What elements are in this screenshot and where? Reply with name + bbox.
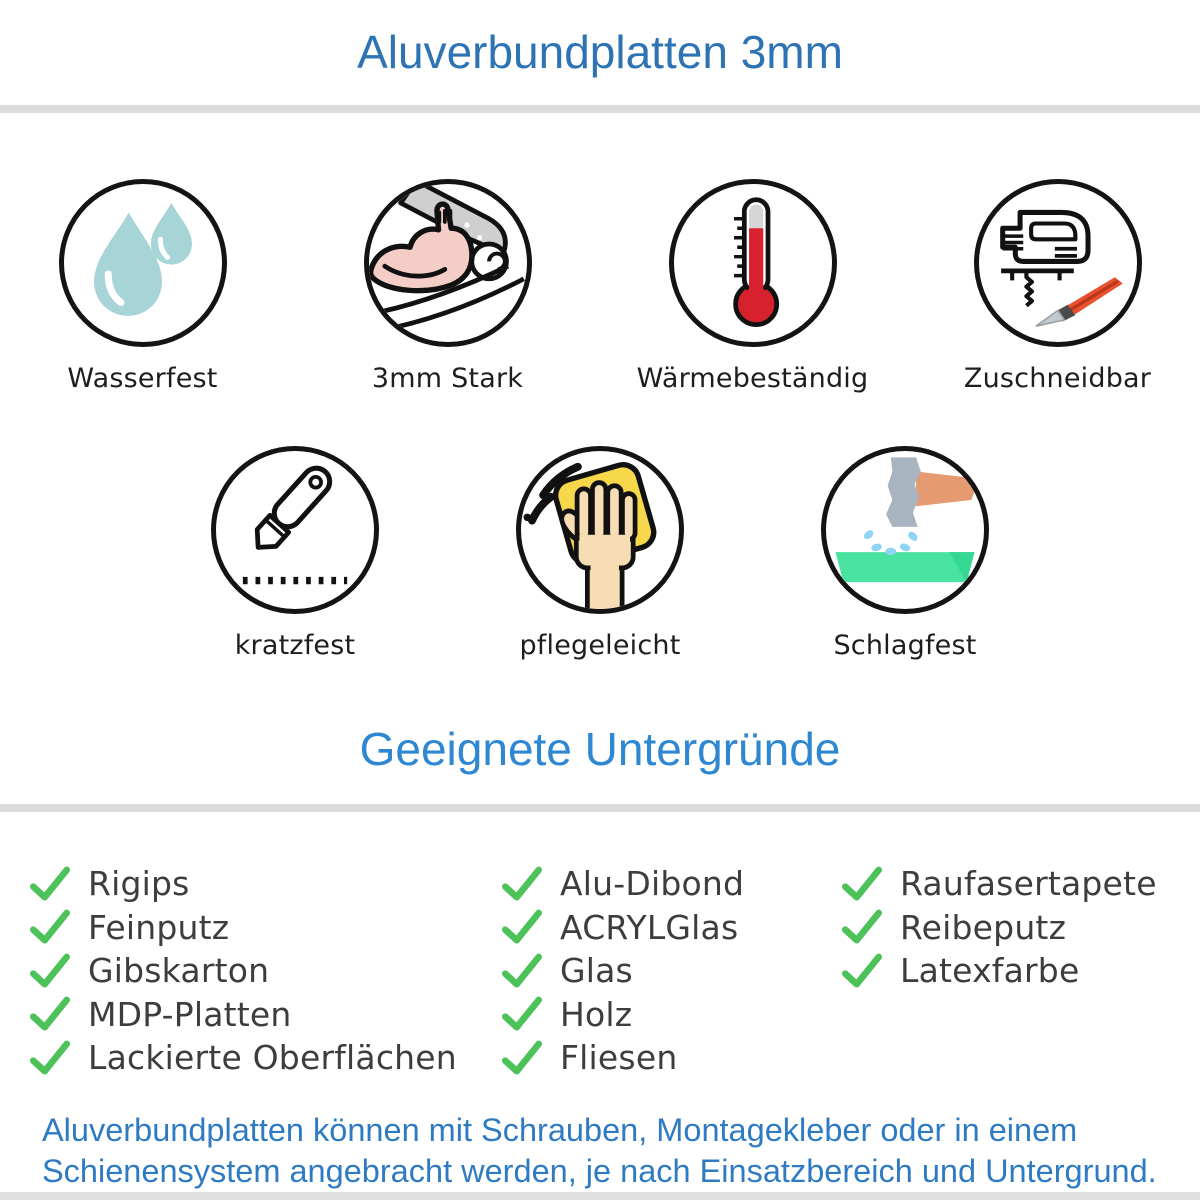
bottom-divider (0, 1192, 1200, 1200)
feature-label: 3mm Stark (371, 363, 524, 394)
footer-line-1: Aluverbundplatten können mit Schrauben, … (42, 1111, 1078, 1148)
check-icon (29, 866, 71, 901)
feature-row-2: kratzfest pflegeleicht (0, 446, 1200, 665)
list-item: Lackierte Oberflächen (28, 1036, 500, 1080)
check-icon (501, 1040, 543, 1075)
list-item: Alu-Dibond (500, 862, 840, 906)
check-icon (501, 866, 543, 901)
page-title: Aluverbundplatten 3mm (357, 26, 843, 78)
check-icon (501, 996, 543, 1031)
substrates-column-2: Alu-Dibond ACRYLGlas Glas Holz Fliesen (500, 862, 840, 1080)
substrate-label: Alu-Dibond (560, 864, 745, 904)
list-item: Latexfarbe (840, 949, 1190, 993)
feature-kratzfest: kratzfest (180, 446, 410, 665)
list-item: Feinputz (28, 906, 500, 950)
substrate-label: ACRYLGlas (560, 907, 739, 947)
feature-label: kratzfest (234, 630, 356, 661)
feature-label: Wasserfest (67, 363, 218, 394)
feature-label: Wärmebeständig (636, 363, 869, 394)
substrate-label: Holz (560, 994, 633, 1034)
check-icon (841, 866, 883, 901)
check-icon (841, 909, 883, 944)
substrate-label: Latexfarbe (900, 951, 1080, 991)
list-item: Raufasertapete (840, 862, 1190, 906)
feature-wasserfest: Wasserfest (28, 179, 258, 398)
feature-schlagfest: Schlagfest (790, 446, 1020, 665)
check-icon (501, 953, 543, 988)
substrate-label: Feinputz (88, 907, 230, 947)
substrates-list: Rigips Feinputz Gibskarton MDP-Platten L… (0, 862, 1200, 1080)
substrates-column-3: Raufasertapete Reibeputz Latexfarbe (840, 862, 1190, 1080)
substrate-label: Lackierte Oberflächen (88, 1038, 457, 1078)
list-item: Reibeputz (840, 906, 1190, 950)
hammer-icon (821, 446, 989, 614)
feature-row-1: Wasserfest 3mm Stark (0, 179, 1200, 398)
substrate-label: Fliesen (560, 1038, 678, 1078)
cutter-knife-icon (211, 446, 379, 614)
section-divider (0, 105, 1200, 113)
feature-label: Schlagfest (833, 630, 977, 661)
substrate-label: Raufasertapete (900, 864, 1157, 904)
substrate-label: Gibskarton (88, 951, 270, 991)
feature-zuschneidbar: Zuschneidbar (943, 179, 1173, 398)
cleaning-hand-icon (516, 446, 684, 614)
substrate-label: MDP-Platten (88, 994, 292, 1034)
substrate-label: Glas (560, 951, 633, 991)
list-item: Glas (500, 949, 840, 993)
substrate-label: Rigips (88, 864, 190, 904)
check-icon (841, 953, 883, 988)
list-item: ACRYLGlas (500, 906, 840, 950)
feature-waermebestaendig: Wärmebeständig (636, 179, 869, 398)
feature-3mm-stark: 3mm Stark (333, 179, 563, 398)
feature-label: pflegeleicht (519, 630, 681, 661)
substrate-label: Reibeputz (900, 907, 1067, 947)
muscle-arm-icon (363, 179, 532, 347)
thermometer-icon (668, 179, 837, 347)
list-item: Gibskarton (28, 949, 500, 993)
check-icon (29, 953, 71, 988)
list-item: Rigips (28, 862, 500, 906)
check-icon (29, 1040, 71, 1075)
footer-note: Aluverbundplatten können mit Schrauben, … (0, 1110, 1200, 1192)
water-drops-icon (58, 179, 227, 347)
check-icon (29, 909, 71, 944)
footer-line-2: Schienensystem angebracht werden, je nac… (42, 1152, 1157, 1189)
check-icon (29, 996, 71, 1031)
list-item: MDP-Platten (28, 993, 500, 1037)
jigsaw-knife-icon (973, 179, 1142, 347)
section-divider (0, 804, 1200, 812)
feature-label: Zuschneidbar (963, 363, 1152, 394)
list-item: Fliesen (500, 1036, 840, 1080)
check-icon (501, 909, 543, 944)
feature-pflegeleicht: pflegeleicht (485, 446, 715, 665)
list-item: Holz (500, 993, 840, 1037)
substrates-column-1: Rigips Feinputz Gibskarton MDP-Platten L… (28, 862, 500, 1080)
section-title: Geeignete Untergründe (359, 723, 841, 775)
